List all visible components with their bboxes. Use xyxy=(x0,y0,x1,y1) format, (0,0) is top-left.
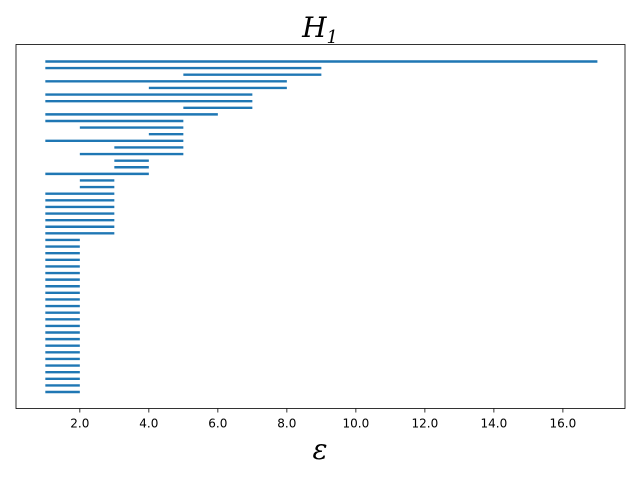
x-axis-label: ε xyxy=(312,433,327,466)
x-tick-label-0: 2.0 xyxy=(70,417,89,431)
interval-bars xyxy=(45,60,598,394)
x-tick-label-5: 12.0 xyxy=(412,417,439,431)
chart-title: H1 xyxy=(301,11,338,48)
x-tick-label-3: 8.0 xyxy=(277,417,296,431)
plot-frame xyxy=(15,44,626,409)
x-tick-label-2: 6.0 xyxy=(208,417,227,431)
x-tick-label-6: 14.0 xyxy=(481,417,508,431)
x-tick-label-1: 4.0 xyxy=(139,417,158,431)
x-tick-label-7: 16.0 xyxy=(550,417,577,431)
x-axis: 2.0 4.0 6.0 8.0 10.0 12.0 14.0 16.0 xyxy=(70,408,577,431)
x-tick-label-4: 10.0 xyxy=(343,417,370,431)
chart-title-main: H xyxy=(301,11,327,44)
chart-title-subscript: 1 xyxy=(326,27,337,48)
